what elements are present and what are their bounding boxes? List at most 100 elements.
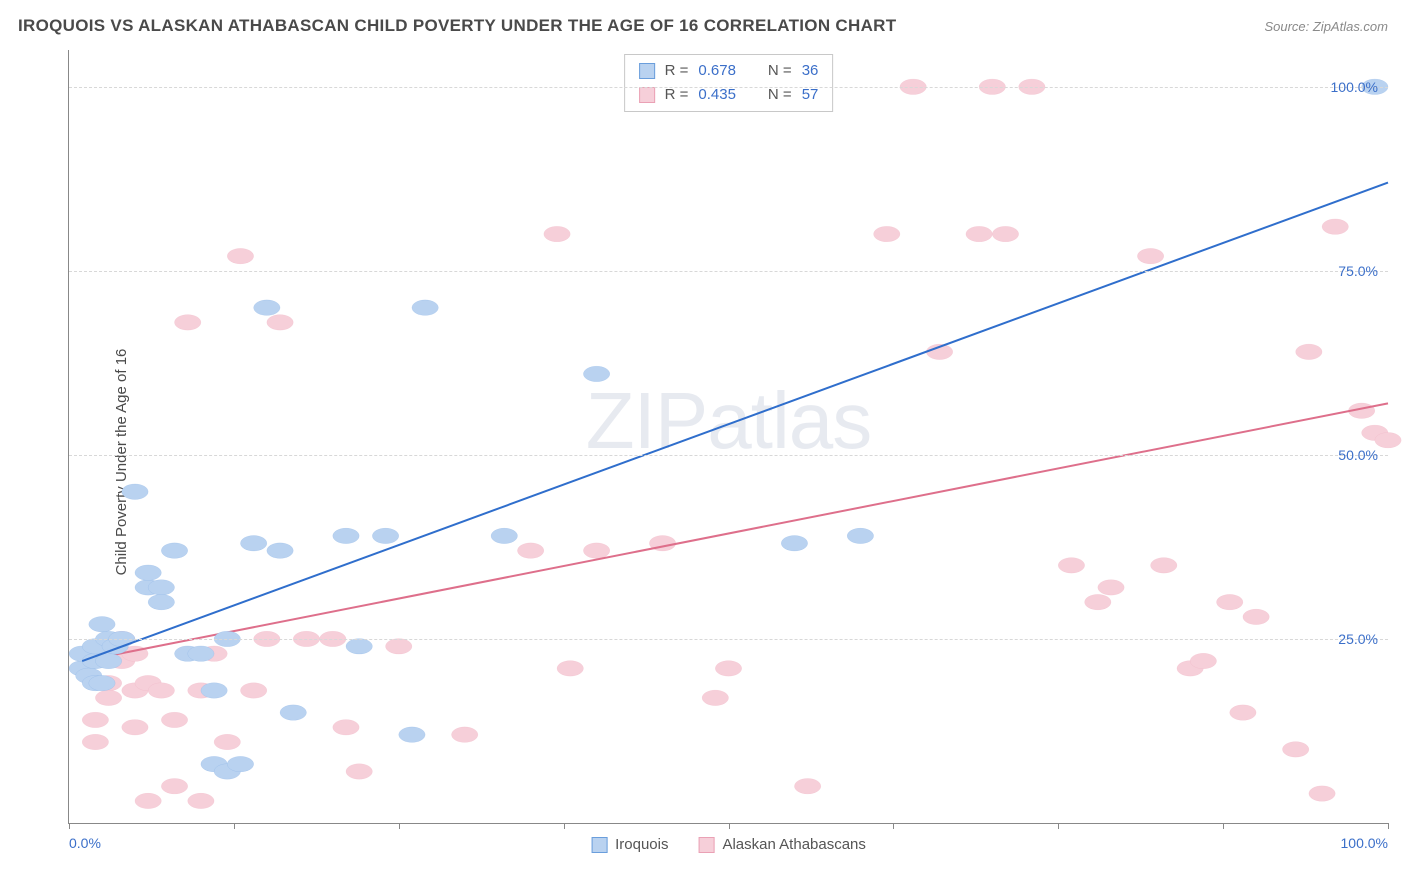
scatter-point [1217, 594, 1243, 609]
y-tick-label: 25.0% [1338, 631, 1378, 647]
scatter-point [333, 528, 359, 543]
chart-title: IROQUOIS VS ALASKAN ATHABASCAN CHILD POV… [18, 16, 896, 36]
scatter-point [267, 315, 293, 330]
scatter-point [135, 565, 161, 580]
scatter-point [161, 543, 187, 558]
scatter-point [557, 661, 583, 676]
legend-item-iroquois: Iroquois [591, 836, 668, 853]
scatter-point [794, 778, 820, 793]
source-name: ZipAtlas.com [1313, 19, 1388, 34]
x-tick-label-max: 100.0% [1341, 835, 1388, 851]
scatter-point [715, 661, 741, 676]
scatter-point [346, 764, 372, 779]
scatter-point [517, 543, 543, 558]
scatter-point [214, 734, 240, 749]
scatter-point [1243, 609, 1269, 624]
x-axis-tick [1388, 823, 1389, 829]
gridline-horizontal [69, 87, 1388, 88]
scatter-point [346, 639, 372, 654]
scatter-point [386, 639, 412, 654]
scatter-point [227, 248, 253, 263]
stats-row-iroquois: R = 0.678 N = 36 [639, 59, 819, 83]
scatter-point [847, 528, 873, 543]
scatter-point [161, 778, 187, 793]
scatter-point [122, 484, 148, 499]
scatter-point [781, 536, 807, 551]
n-label: N = [768, 59, 792, 83]
scatter-point [254, 300, 280, 315]
scatter-svg [69, 50, 1388, 823]
x-axis-tick [729, 823, 730, 829]
scatter-point [372, 528, 398, 543]
scatter-point [148, 594, 174, 609]
swatch-iroquois [591, 837, 607, 853]
x-axis-tick [1223, 823, 1224, 829]
scatter-point [1137, 248, 1163, 263]
scatter-point [175, 315, 201, 330]
x-axis-tick [399, 823, 400, 829]
scatter-point [1322, 219, 1348, 234]
y-tick-label: 50.0% [1338, 447, 1378, 463]
scatter-point [240, 683, 266, 698]
scatter-point [280, 705, 306, 720]
source-prefix: Source: [1264, 19, 1312, 34]
scatter-point [227, 756, 253, 771]
scatter-point [82, 712, 108, 727]
y-tick-label: 75.0% [1338, 263, 1378, 279]
scatter-point [89, 616, 115, 631]
scatter-point [122, 720, 148, 735]
scatter-point [95, 690, 121, 705]
scatter-point [267, 543, 293, 558]
x-axis-tick [1058, 823, 1059, 829]
scatter-point [161, 712, 187, 727]
trend-line [82, 403, 1388, 661]
scatter-point [1058, 558, 1084, 573]
x-axis-tick [234, 823, 235, 829]
x-axis-tick [69, 823, 70, 829]
scatter-point [1151, 558, 1177, 573]
scatter-point [82, 734, 108, 749]
legend-label-iroquois: Iroquois [615, 836, 668, 853]
swatch-athabascan [698, 837, 714, 853]
scatter-point [148, 683, 174, 698]
scatter-point [702, 690, 728, 705]
r-label: R = [665, 59, 689, 83]
y-tick-label: 100.0% [1331, 79, 1378, 95]
scatter-point [491, 528, 517, 543]
scatter-point [1230, 705, 1256, 720]
r-value-iroquois: 0.678 [698, 59, 736, 83]
scatter-point [1098, 580, 1124, 595]
swatch-athabascan [639, 87, 655, 103]
scatter-point [89, 675, 115, 690]
scatter-point [201, 683, 227, 698]
legend-item-athabascan: Alaskan Athabascans [698, 836, 865, 853]
swatch-iroquois [639, 63, 655, 79]
gridline-horizontal [69, 271, 1388, 272]
scatter-point [188, 646, 214, 661]
plot-area: ZIPatlas R = 0.678 N = 36 R = 0.435 N = … [68, 50, 1388, 824]
scatter-point [583, 543, 609, 558]
scatter-point [544, 226, 570, 241]
legend-label-athabascan: Alaskan Athabascans [722, 836, 865, 853]
scatter-point [1296, 344, 1322, 359]
x-tick-label-min: 0.0% [69, 835, 101, 851]
n-value-iroquois: 36 [802, 59, 819, 83]
scatter-point [1309, 786, 1335, 801]
scatter-point [240, 536, 266, 551]
stats-legend-box: R = 0.678 N = 36 R = 0.435 N = 57 [624, 54, 834, 112]
scatter-point [135, 793, 161, 808]
scatter-point [412, 300, 438, 315]
scatter-point [1085, 594, 1111, 609]
x-axis-tick [564, 823, 565, 829]
scatter-point [1190, 653, 1216, 668]
gridline-horizontal [69, 455, 1388, 456]
scatter-point [188, 793, 214, 808]
scatter-point [966, 226, 992, 241]
trend-line [82, 183, 1388, 662]
scatter-point [992, 226, 1018, 241]
x-axis-tick [893, 823, 894, 829]
scatter-point [1375, 432, 1401, 447]
scatter-point [583, 366, 609, 381]
source-attribution: Source: ZipAtlas.com [1264, 19, 1388, 34]
scatter-point [1282, 742, 1308, 757]
